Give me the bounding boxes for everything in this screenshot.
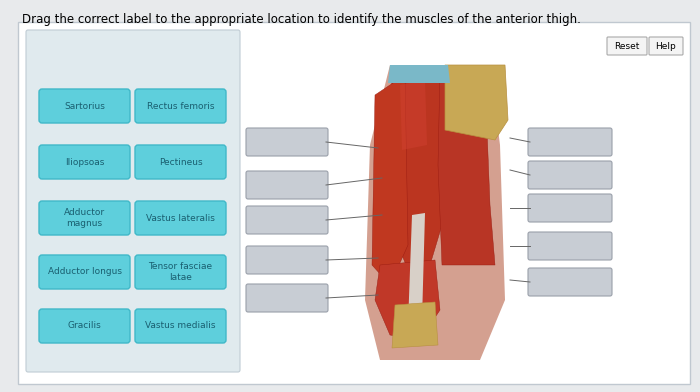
Polygon shape xyxy=(375,260,440,340)
FancyBboxPatch shape xyxy=(649,37,683,55)
FancyBboxPatch shape xyxy=(528,268,612,296)
Text: Reset: Reset xyxy=(615,42,640,51)
Polygon shape xyxy=(390,67,442,275)
FancyBboxPatch shape xyxy=(528,128,612,156)
Polygon shape xyxy=(445,65,508,140)
FancyBboxPatch shape xyxy=(135,201,226,235)
FancyBboxPatch shape xyxy=(246,284,328,312)
Polygon shape xyxy=(365,65,505,360)
Polygon shape xyxy=(372,75,408,285)
FancyBboxPatch shape xyxy=(246,171,328,199)
FancyBboxPatch shape xyxy=(135,255,226,289)
Text: Iliopsoas: Iliopsoas xyxy=(65,158,104,167)
Text: Gracilis: Gracilis xyxy=(68,321,102,330)
FancyBboxPatch shape xyxy=(39,255,130,289)
FancyBboxPatch shape xyxy=(246,206,328,234)
FancyBboxPatch shape xyxy=(39,201,130,235)
FancyBboxPatch shape xyxy=(528,232,612,260)
Text: Vastus lateralis: Vastus lateralis xyxy=(146,214,215,223)
FancyBboxPatch shape xyxy=(135,145,226,179)
Text: Drag the correct label to the appropriate location to identify the muscles of th: Drag the correct label to the appropriat… xyxy=(22,13,581,26)
FancyBboxPatch shape xyxy=(135,89,226,123)
Polygon shape xyxy=(408,213,425,325)
FancyBboxPatch shape xyxy=(528,194,612,222)
Text: Adductor longus: Adductor longus xyxy=(48,267,122,276)
Polygon shape xyxy=(388,65,450,83)
FancyBboxPatch shape xyxy=(135,309,226,343)
Text: Tensor fasciae
latae: Tensor fasciae latae xyxy=(148,262,213,282)
Text: Pectineus: Pectineus xyxy=(159,158,202,167)
FancyBboxPatch shape xyxy=(18,22,690,384)
Text: Help: Help xyxy=(656,42,676,51)
FancyBboxPatch shape xyxy=(246,246,328,274)
FancyBboxPatch shape xyxy=(39,309,130,343)
FancyBboxPatch shape xyxy=(607,37,647,55)
Polygon shape xyxy=(400,80,427,150)
Polygon shape xyxy=(392,302,438,348)
Text: Vastus medialis: Vastus medialis xyxy=(146,321,216,330)
Text: Rectus femoris: Rectus femoris xyxy=(147,102,214,111)
FancyBboxPatch shape xyxy=(39,89,130,123)
FancyBboxPatch shape xyxy=(26,30,240,372)
Polygon shape xyxy=(438,70,495,265)
Text: Adductor
magnus: Adductor magnus xyxy=(64,208,105,228)
FancyBboxPatch shape xyxy=(528,161,612,189)
Text: Sartorius: Sartorius xyxy=(64,102,105,111)
FancyBboxPatch shape xyxy=(39,145,130,179)
FancyBboxPatch shape xyxy=(246,128,328,156)
